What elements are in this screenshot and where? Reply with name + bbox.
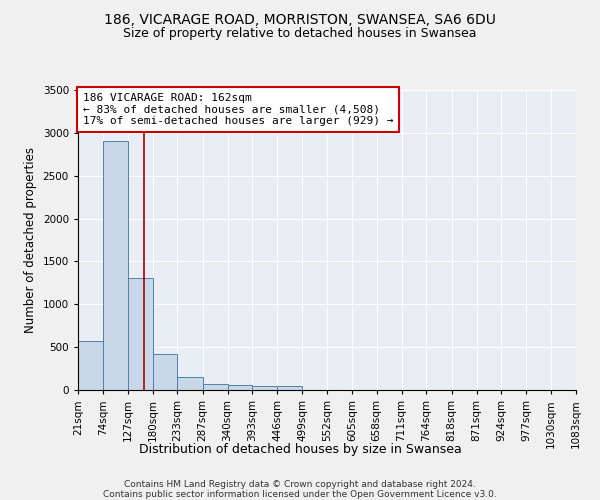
Text: Distribution of detached houses by size in Swansea: Distribution of detached houses by size … [139, 442, 461, 456]
Text: 186 VICARAGE ROAD: 162sqm
← 83% of detached houses are smaller (4,508)
17% of se: 186 VICARAGE ROAD: 162sqm ← 83% of detac… [83, 93, 394, 126]
Bar [128, 278, 152, 390]
Bar [227, 386, 253, 390]
Text: Size of property relative to detached houses in Swansea: Size of property relative to detached ho… [123, 28, 477, 40]
Bar [203, 384, 227, 390]
Bar [78, 341, 103, 390]
Text: 186, VICARAGE ROAD, MORRISTON, SWANSEA, SA6 6DU: 186, VICARAGE ROAD, MORRISTON, SWANSEA, … [104, 12, 496, 26]
Bar [178, 376, 203, 390]
Y-axis label: Number of detached properties: Number of detached properties [24, 147, 37, 333]
Text: Contains public sector information licensed under the Open Government Licence v3: Contains public sector information licen… [103, 490, 497, 499]
Bar [253, 386, 277, 390]
Bar [152, 354, 178, 390]
Text: Contains HM Land Registry data © Crown copyright and database right 2024.: Contains HM Land Registry data © Crown c… [124, 480, 476, 489]
Bar [277, 386, 302, 390]
Bar [103, 142, 128, 390]
